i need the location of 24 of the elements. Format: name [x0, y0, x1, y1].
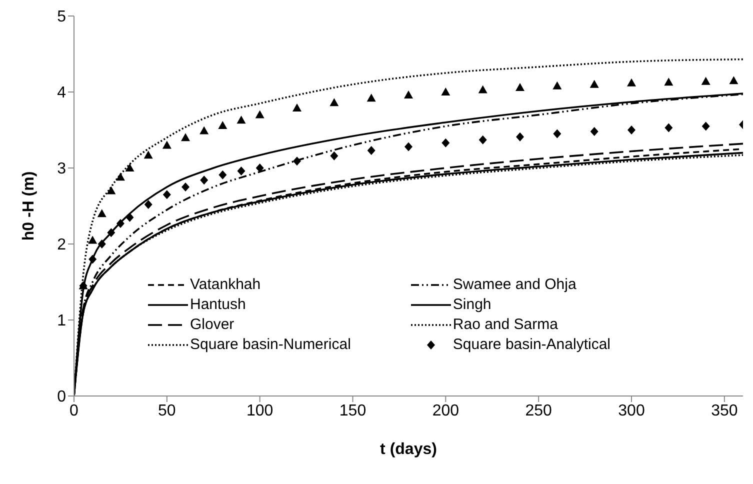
y-tick-label: 4: [57, 84, 66, 102]
legend-label: Glover: [190, 316, 234, 333]
y-tick-label: 0: [57, 388, 66, 406]
x-tick-label: 200: [432, 402, 460, 420]
y-tick-label: 5: [57, 8, 66, 26]
legend-label: Rao and Sarma: [452, 316, 558, 333]
x-axis-title: t (days): [380, 441, 437, 458]
x-tick-label: 150: [339, 402, 366, 420]
x-tick-label: 250: [525, 402, 552, 420]
x-tick-label: 0: [70, 402, 79, 420]
legend-label: Hantush: [190, 296, 246, 313]
legend-label: Square basin-Numerical: [190, 336, 351, 353]
legend-label: Vatankhah: [190, 276, 261, 293]
legend-label: Swamee and Ohja: [452, 276, 576, 293]
y-tick-label: 3: [57, 160, 66, 178]
x-tick-label: 350: [711, 402, 738, 420]
y-tick-label: 2: [57, 236, 66, 254]
x-tick-label: 300: [618, 402, 645, 420]
legend-label: Square basin-Analytical: [452, 336, 610, 353]
x-tick-label: 100: [246, 402, 274, 420]
legend-label: Singh: [452, 296, 492, 313]
y-tick-label: 1: [57, 312, 66, 330]
x-tick-label: 50: [158, 402, 176, 420]
y-axis-title: h0 -H (m): [20, 171, 38, 241]
